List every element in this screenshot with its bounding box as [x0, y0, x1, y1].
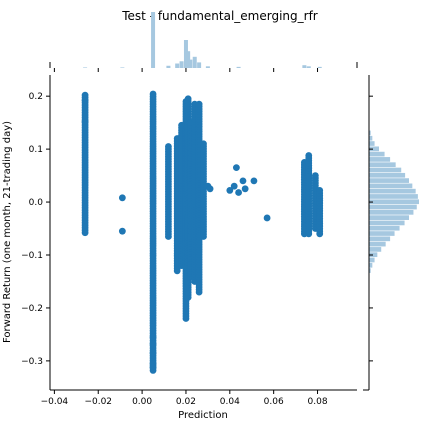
- scatter-point: [305, 152, 313, 159]
- y-tick-label: 0.1: [29, 145, 43, 155]
- x-hist-bar: [120, 67, 125, 68]
- scatter-point: [149, 363, 157, 371]
- x-hist-bar: [183, 40, 188, 68]
- scatter-point: [184, 95, 192, 103]
- y-hist-bar: [369, 167, 402, 173]
- x-tick-label: 0.08: [308, 397, 328, 407]
- y-tick-label: 0.0: [29, 198, 44, 208]
- x-axis-label: Prediction: [178, 410, 228, 421]
- y-hist-bar: [369, 215, 409, 220]
- x-hist-bar: [306, 66, 311, 68]
- y-hist-bar: [369, 151, 385, 157]
- scatter-point: [81, 97, 89, 104]
- x-tick-label: 0.02: [176, 397, 196, 407]
- y-hist-bar: [369, 225, 400, 231]
- scatter-point: [118, 194, 126, 202]
- scatter-point: [81, 118, 89, 125]
- x-hist-bar: [317, 66, 322, 68]
- x-hist-bar: [197, 62, 202, 68]
- scatter-point: [226, 187, 234, 194]
- y-hist-bar: [369, 231, 395, 236]
- scatter-point: [206, 185, 214, 193]
- y-hist-bar: [369, 268, 371, 273]
- scatter-point: [316, 187, 324, 194]
- y-tick-label: −0.1: [21, 251, 43, 261]
- y-hist-bar: [369, 210, 414, 215]
- x-hist-bar: [236, 66, 241, 68]
- y-hist-bar: [369, 178, 409, 183]
- x-hist-bar: [205, 66, 210, 68]
- scatter-point: [165, 143, 172, 150]
- y-hist-bar: [369, 199, 419, 205]
- right-marginal: [363, 75, 419, 391]
- scatter-point: [149, 340, 157, 348]
- y-hist-bar: [369, 204, 417, 210]
- x-hist-bar: [186, 51, 191, 68]
- y-hist-bar: [369, 172, 406, 178]
- scatter-point: [149, 90, 157, 98]
- scatter-point: [241, 185, 249, 193]
- y-tick-label: −0.2: [21, 304, 43, 314]
- main-plot: −0.04 −0.02 0.00 0.02 0.04 0.06 0.08 0.2 0.1 0.0…: [21, 68, 373, 407]
- scatter-point: [230, 182, 238, 190]
- y-hist-bar: [369, 247, 382, 252]
- scatter-point: [232, 164, 240, 172]
- scatter-point: [263, 214, 271, 222]
- y-hist-bar: [369, 236, 391, 242]
- x-hist-bar: [83, 67, 88, 68]
- scatter-point: [311, 172, 319, 179]
- top-marginal: [49, 12, 358, 68]
- scatter-point: [149, 333, 157, 341]
- x-ticks: −0.04 −0.02 0.00 0.02 0.04 0.06 0.08: [41, 390, 328, 407]
- scatter-point: [200, 140, 207, 148]
- x-hist-bar: [166, 65, 171, 68]
- x-hist-bar: [188, 59, 193, 68]
- y-tick-label: −0.3: [21, 357, 43, 367]
- scatter-point: [235, 189, 242, 196]
- x-hist-bar: [151, 12, 156, 68]
- x-tick-label: −0.02: [84, 397, 112, 407]
- scatter-point: [118, 227, 126, 235]
- y-hist-bar: [369, 146, 379, 152]
- y-hist-bar: [369, 135, 373, 141]
- y-axis-label: Forward Return (one month, 21-trading da…: [2, 121, 13, 343]
- y-hist-bar: [369, 183, 413, 189]
- scatter-point: [195, 100, 203, 108]
- y-ticks: 0.2 0.1 0.0 −0.1 −0.2 −0.3: [21, 92, 50, 367]
- scatter-point: [239, 177, 247, 185]
- x-hist-bar: [179, 61, 184, 68]
- x-tick-label: 0.04: [220, 397, 240, 407]
- y-hist-bar: [369, 262, 373, 268]
- y-tick-label: 0.2: [29, 92, 43, 102]
- x-tick-label: −0.04: [41, 397, 69, 407]
- x-tick-label: 0.00: [132, 397, 152, 407]
- y-hist-bar: [369, 141, 375, 146]
- x-tick-label: 0.06: [264, 397, 284, 407]
- x-hist-bar: [302, 65, 307, 68]
- scatter-point: [250, 177, 258, 185]
- scatter-point: [81, 91, 89, 99]
- y-hist-bar: [369, 130, 371, 136]
- y-hist-bar: [369, 194, 418, 199]
- x-hist-bar: [192, 56, 197, 68]
- y-hist-bar: [369, 257, 375, 263]
- scatter-point: [149, 349, 157, 357]
- y-hist-bar: [369, 241, 386, 247]
- y-hist-bar: [369, 188, 416, 194]
- y-hist-bar: [369, 252, 378, 258]
- y-hist-bar: [369, 157, 391, 162]
- x-hist-bar: [175, 63, 180, 68]
- chart-title: Test - fundamental_emerging_rfr: [121, 9, 318, 23]
- y-hist-bar: [369, 220, 405, 226]
- y-hist-bar: [369, 162, 396, 168]
